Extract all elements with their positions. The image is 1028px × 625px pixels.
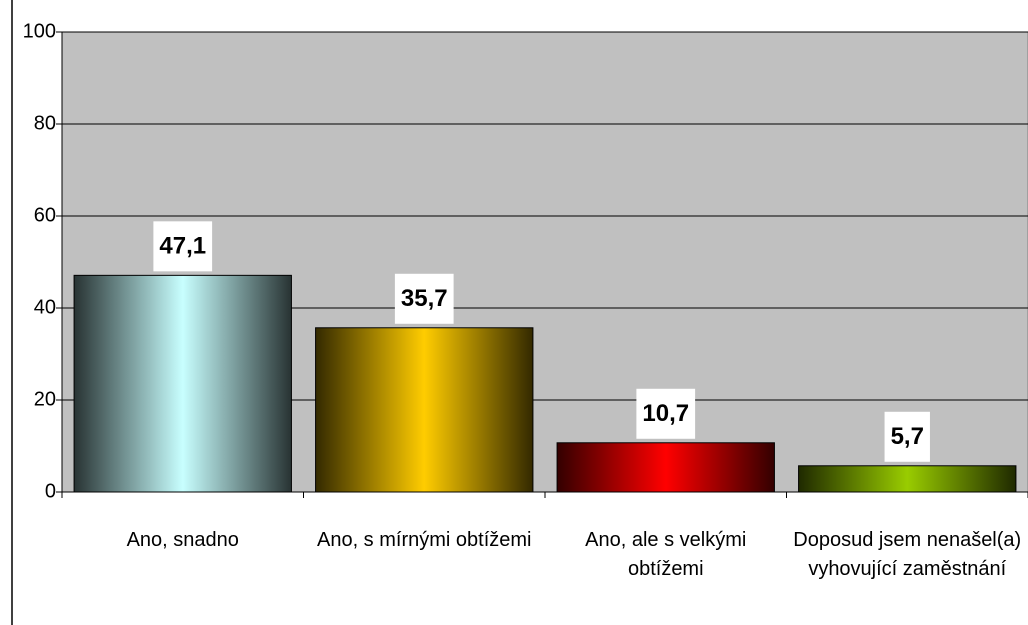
value-label: 10,7 (642, 400, 689, 427)
value-label-bg (153, 221, 213, 272)
bar (556, 442, 775, 493)
y-tick-label: 80 (34, 112, 56, 134)
x-tick-label: Ano, ale s velkými obtížemi (585, 529, 747, 580)
bar (315, 327, 534, 493)
value-label: 47,1 (159, 233, 206, 260)
value-label: 5,7 (891, 423, 924, 450)
value-label: 35,7 (401, 285, 448, 312)
x-tick-label: Doposud jsem nenašel(a) vyhovující zaměs… (793, 529, 1022, 580)
x-tick-label: Ano, snadno (126, 529, 239, 551)
y-tick-label: 100 (23, 20, 56, 42)
y-tick-label: 20 (34, 388, 56, 410)
value-label-bg (884, 411, 930, 462)
y-tick-label: 60 (34, 204, 56, 226)
y-tick-label: 0 (45, 480, 56, 502)
bar (798, 465, 1017, 493)
value-label-bg (394, 273, 454, 324)
value-label-bg (636, 388, 696, 439)
bar (73, 274, 292, 493)
x-tick-label: Ano, s mírnými obtížemi (316, 529, 532, 551)
y-tick-label: 40 (34, 296, 56, 318)
